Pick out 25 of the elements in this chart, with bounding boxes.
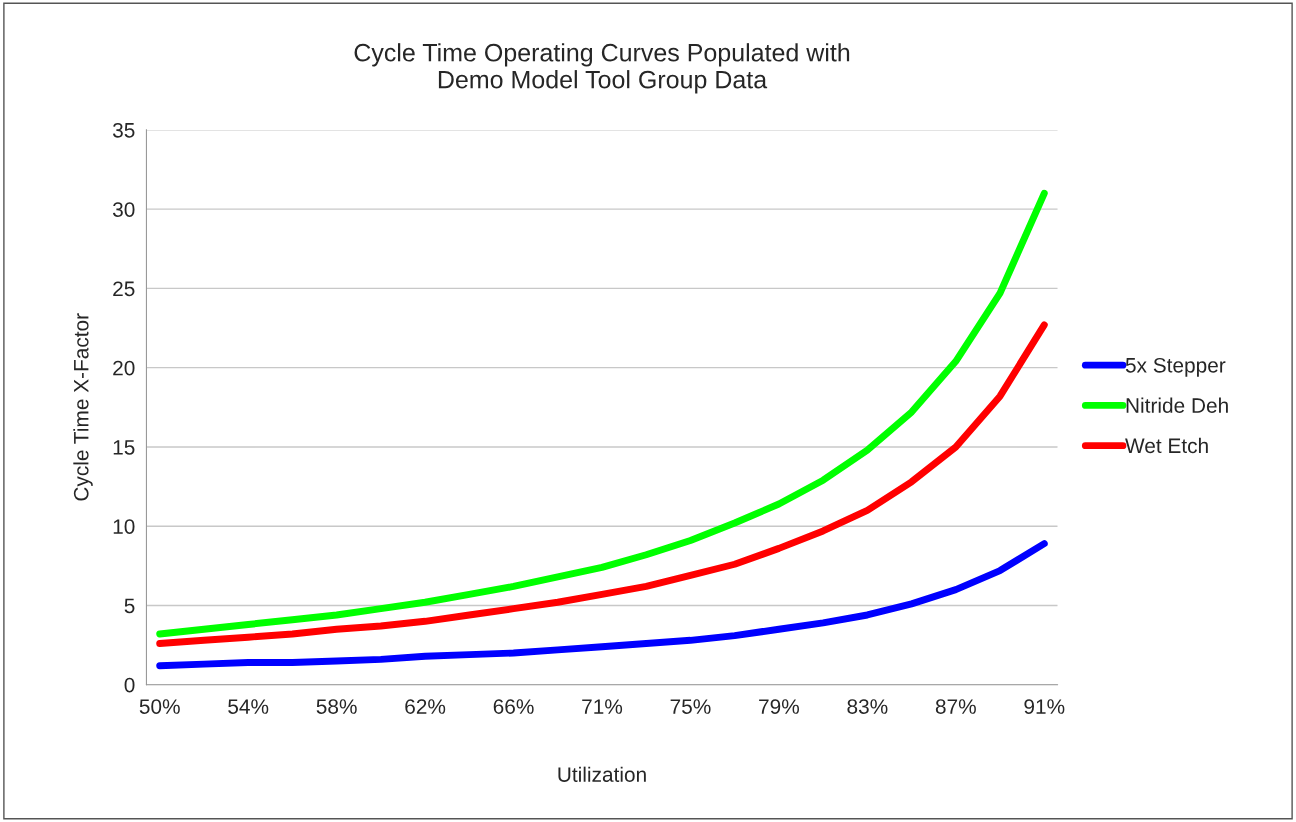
y-tick-label: 35 bbox=[112, 122, 135, 138]
x-tick-label: 58% bbox=[316, 699, 357, 714]
x-axis-title: Utilization bbox=[558, 766, 646, 782]
legend-label: Nitride Deh bbox=[1126, 397, 1228, 413]
y-tick-label: 10 bbox=[113, 519, 135, 534]
legend-label: 5x Stepper bbox=[1125, 357, 1226, 377]
y-tick-label: 20 bbox=[113, 360, 135, 376]
y-tick-label: 5 bbox=[124, 598, 135, 614]
x-tick-label: 87% bbox=[935, 699, 976, 714]
x-tick-label: 75% bbox=[670, 699, 711, 714]
y-tick-label: 30 bbox=[112, 202, 135, 217]
x-tick-label: 83% bbox=[847, 699, 888, 714]
x-tick-label: 91% bbox=[1024, 699, 1065, 714]
legend-label: Wet Etch bbox=[1125, 437, 1208, 454]
x-tick-label: 50% bbox=[139, 699, 180, 714]
x-tick-label: 66% bbox=[493, 699, 534, 714]
y-axis-title: Cycle Time X-Factor bbox=[73, 313, 93, 501]
x-tick-label: 71% bbox=[582, 699, 623, 714]
y-tick-label: 0 bbox=[124, 677, 135, 693]
x-tick-label: 62% bbox=[405, 699, 446, 714]
y-tick-label: 15 bbox=[113, 440, 135, 455]
y-tick-label: 25 bbox=[113, 281, 135, 297]
chart-title: Cycle Time Operating Curves Populated with Demo Model Tool Group Data bbox=[354, 43, 850, 94]
x-tick-label: 79% bbox=[759, 699, 800, 714]
x-tick-label: 54% bbox=[228, 699, 269, 714]
